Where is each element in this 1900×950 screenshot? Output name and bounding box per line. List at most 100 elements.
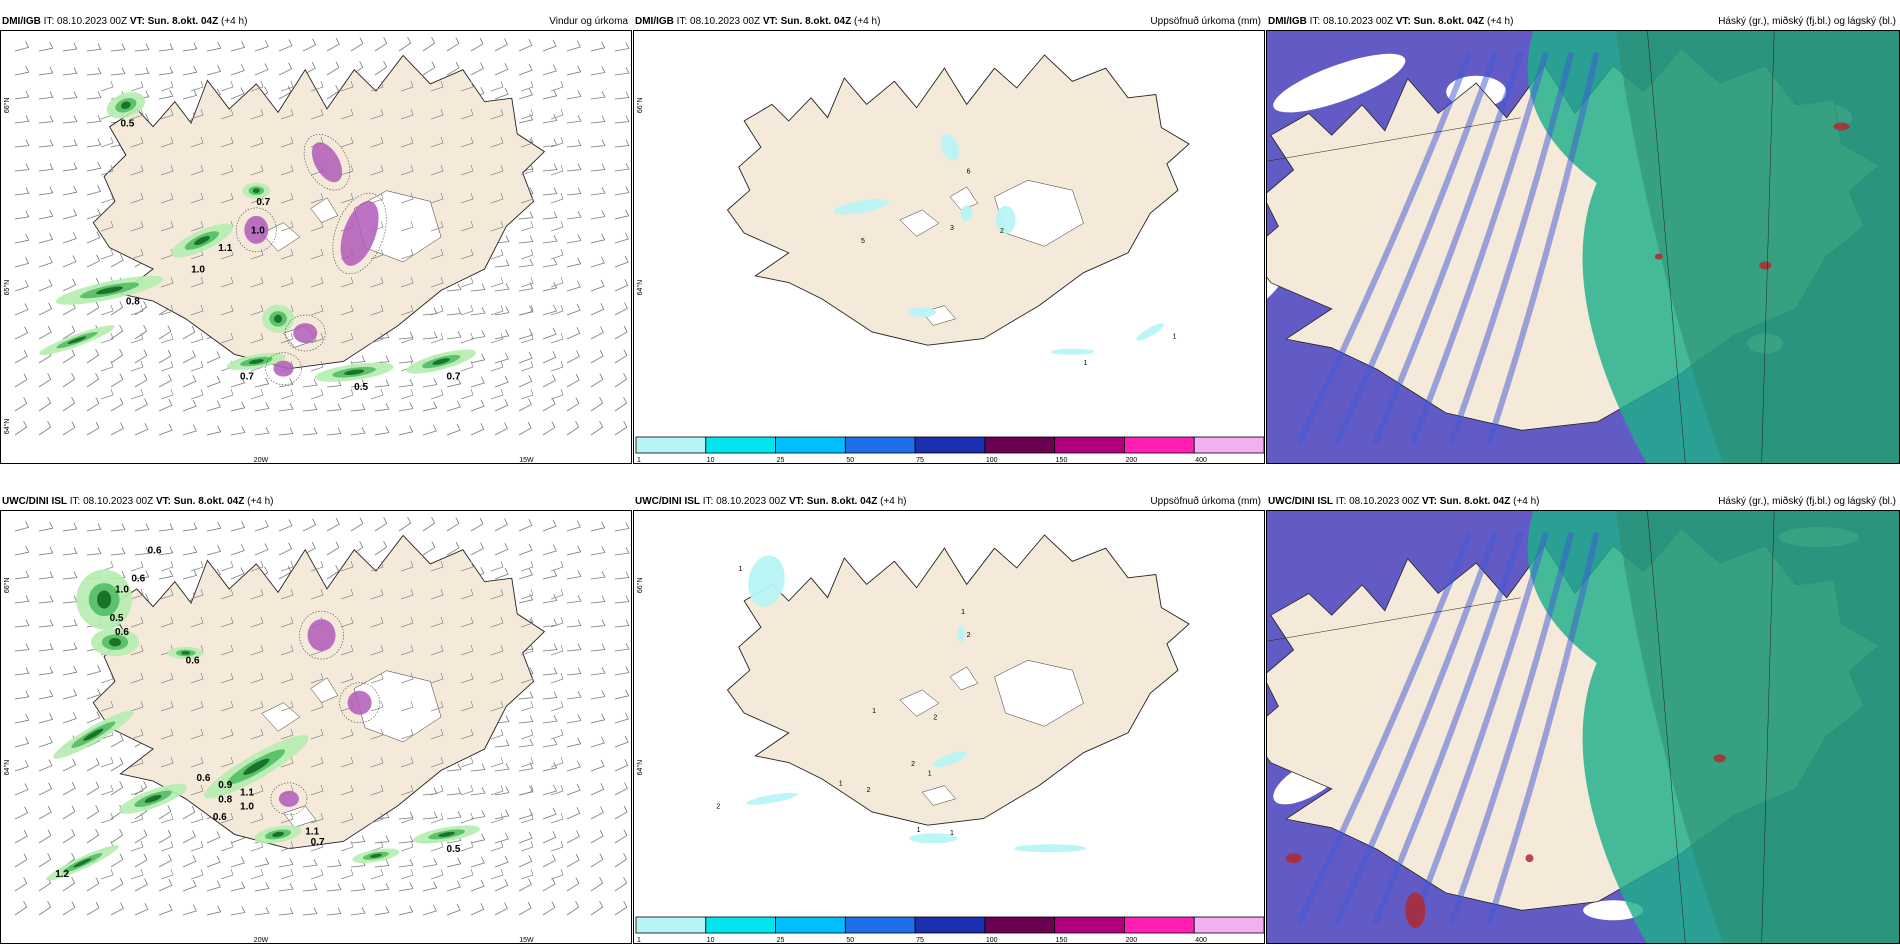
- wind-barb: [220, 164, 234, 176]
- wind-barb: [230, 87, 245, 100]
- snow-area: [278, 790, 299, 807]
- precip-value-label: 1.0: [251, 225, 265, 236]
- wind-barb: [158, 423, 173, 436]
- wind-barb: [590, 326, 604, 340]
- precip-value-label: 0.7: [447, 371, 461, 382]
- wind-barb: [250, 80, 264, 92]
- wind-barb: [250, 840, 264, 852]
- wind-barb: [250, 164, 264, 176]
- wind-barb: [590, 900, 604, 916]
- wind-barb: [494, 329, 510, 340]
- wind-barb: [494, 879, 509, 892]
- wind-barb: [460, 812, 474, 824]
- wind-barb: [590, 186, 606, 196]
- wind-barb: [250, 672, 264, 684]
- map-frame[interactable]: 0.5 0.7 1.0 1.1 1.0 0.8 0.7 0.5 0.7 66°N 65°N 64°N 2…: [0, 30, 632, 464]
- wind-barb: [590, 163, 606, 172]
- wind-barb: [130, 136, 144, 148]
- glacier: [949, 666, 979, 691]
- wind-barb: [490, 164, 504, 176]
- wind-barb: [278, 39, 293, 52]
- wind-barb: [190, 672, 204, 684]
- lead-time: (+4 h): [1513, 496, 1540, 507]
- wind-barb: [566, 594, 582, 604]
- wind-barb: [542, 738, 558, 748]
- wind-barb: [326, 403, 342, 412]
- precip-area: [1525, 854, 1534, 863]
- wind-barb: [490, 784, 504, 796]
- wind-barb: [86, 421, 100, 436]
- wind-barb: [566, 877, 580, 892]
- wind-barb: [340, 840, 354, 852]
- land-wind-barbs: [100, 80, 564, 400]
- map-frame[interactable]: [1266, 30, 1900, 464]
- wind-barb: [160, 560, 174, 572]
- wind-barb: [190, 700, 204, 712]
- wind-barb: [446, 517, 460, 532]
- panel-header: DMI/IGB IT: 08.10.2023 00Z VT: Sun. 8.ok…: [1266, 14, 1900, 30]
- wind-barb: [460, 220, 474, 232]
- wind-barb: [86, 523, 102, 532]
- precip-area: [181, 651, 191, 655]
- map-frame[interactable]: 1 1 2 1 2 2 1 1 2 2 1 1 66°N 64°N 1 10 25 50 75 100 150 200 40…: [633, 510, 1265, 944]
- wind-barb: [430, 388, 444, 400]
- wind-barb: [520, 868, 534, 880]
- wind-barb: [230, 881, 246, 892]
- wind-barb: [490, 80, 504, 92]
- wind-barb: [566, 350, 580, 364]
- wind-barb: [62, 547, 78, 556]
- wind-barb: [14, 373, 28, 388]
- wind-barb: [470, 517, 484, 532]
- panel-wind-uwc: UWC/DINI ISL IT: 08.10.2023 00Z VT: Sun.…: [0, 494, 632, 944]
- wind-barb: [370, 644, 384, 656]
- wind-barb: [278, 427, 294, 436]
- wind-barb: [566, 760, 581, 772]
- lead-time: (+4 h): [880, 496, 907, 507]
- glacier: [283, 805, 317, 828]
- wind-barb: [160, 840, 174, 852]
- wind-barb: [38, 256, 53, 268]
- precip-value-label: 2: [1000, 228, 1004, 235]
- panel-header: DMI/IGB IT: 08.10.2023 00Z VT: Sun. 8.ok…: [633, 14, 1265, 30]
- wind-barb: [38, 901, 52, 916]
- wind-barb: [250, 108, 264, 120]
- wind-barb: [280, 700, 294, 712]
- wind-barb: [490, 616, 504, 628]
- it-value: 08.10.2023 00Z: [83, 496, 154, 507]
- wind-barb: [220, 644, 234, 656]
- precip-area: [748, 555, 785, 607]
- wind-barb: [326, 907, 342, 916]
- map-frame[interactable]: [1266, 510, 1900, 944]
- wind-barb: [38, 759, 53, 772]
- wind-barb: [130, 164, 144, 176]
- wind-barb: [590, 546, 606, 556]
- wind-barb: [250, 644, 264, 656]
- wind-barb: [370, 304, 384, 316]
- wind-barb: [446, 330, 462, 340]
- panel-title: Uppsöfnuð úrkoma (mm): [1150, 16, 1261, 27]
- wind-barb: [110, 349, 124, 364]
- map-frame[interactable]: 6 3 2 5 1 1 66°N 64°N 1 10 25 50 75 100 150 200 400: [633, 30, 1265, 464]
- wind-barb: [400, 304, 414, 316]
- wind-barb: [182, 350, 196, 364]
- precip-value-label: 1: [961, 609, 965, 616]
- wind-barb: [590, 373, 604, 388]
- wind-barb: [280, 756, 294, 768]
- wind-barb: [182, 66, 198, 76]
- wind-barb: [134, 853, 148, 868]
- wind-barb: [460, 192, 474, 204]
- wind-barb: [190, 304, 204, 316]
- map-frame[interactable]: 0.6 1.0 0.6 0.5 0.6 0.6 0.6 0.9 0.8 1.1 1.0 0.6 1.1 0…: [0, 510, 632, 944]
- wind-barb: [398, 516, 412, 532]
- colorbar-tick-label: 400: [1195, 457, 1207, 464]
- wind-barb: [326, 61, 340, 76]
- model-name: DMI/IGB: [2, 16, 41, 27]
- wind-barb: [470, 330, 486, 340]
- wind-barb: [250, 304, 264, 316]
- wind-barb: [220, 756, 234, 768]
- wind-barb: [614, 42, 630, 52]
- wind-barb: [14, 643, 30, 652]
- wind-barb: [614, 642, 630, 652]
- colorbar-swatch: [705, 436, 776, 454]
- wind-barb: [590, 643, 606, 652]
